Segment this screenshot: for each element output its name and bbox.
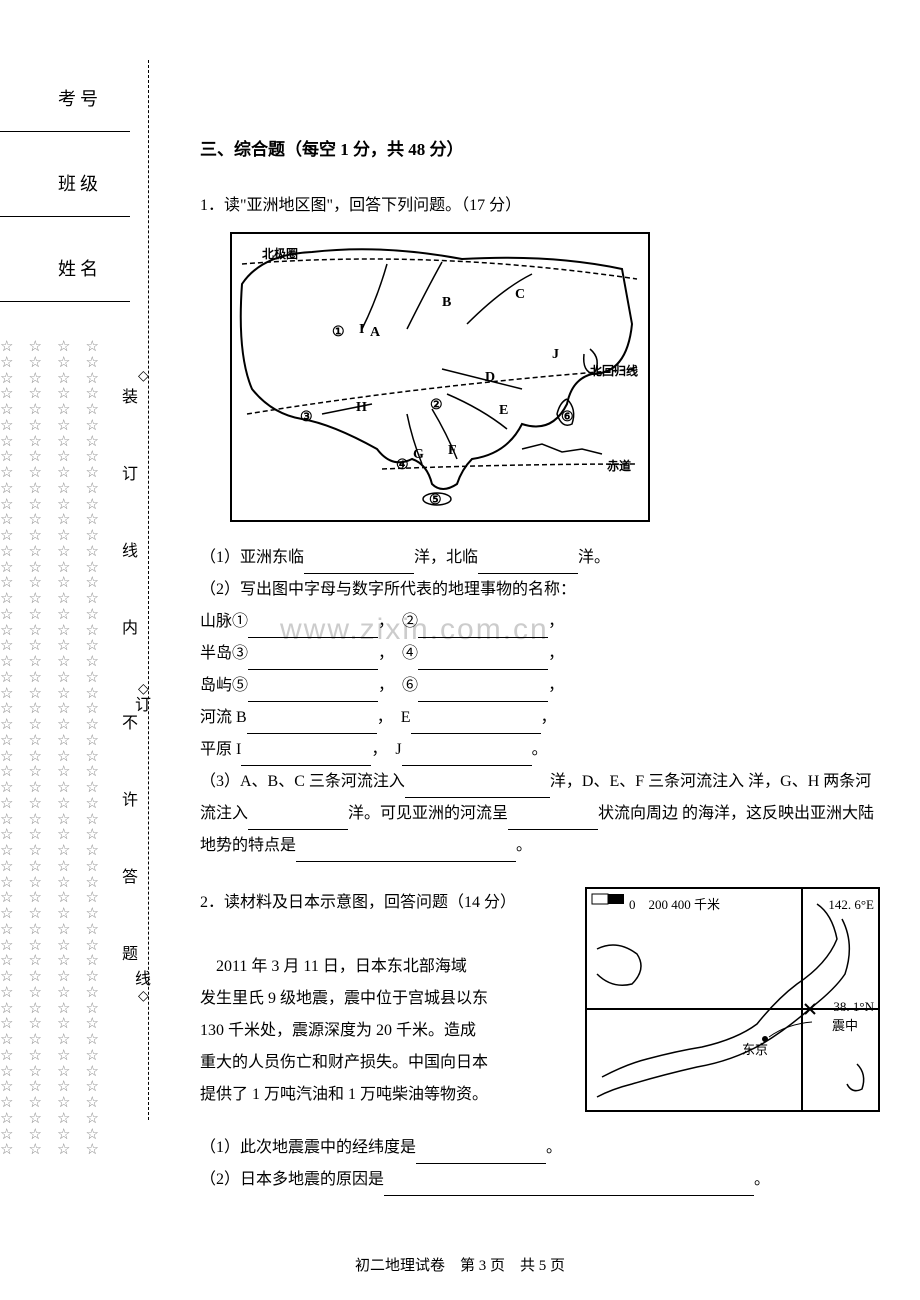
class-label: 班级 (40, 170, 120, 196)
map-J: J (552, 341, 559, 369)
q1-islands: 岛屿⑤， ⑥， (200, 670, 880, 702)
binding-diamond-bottom: ◇ (138, 988, 149, 1005)
map-B: B (442, 289, 451, 317)
blank[interactable] (478, 556, 578, 574)
japan-tokyo: 东京 (742, 1037, 768, 1063)
map-C: C (515, 281, 525, 309)
class-field: 班级 (40, 170, 120, 217)
blank[interactable] (248, 812, 348, 830)
binding-char-6: 不 (115, 714, 139, 748)
question-2: 0 200 400 千米 142. 6°E 38. 1°N 震中 东京 2．读材… (200, 887, 880, 1196)
q1-p2: （2）写出图中字母与数字所代表的地理事物的名称： (200, 574, 880, 606)
main-content: 三、综合题（每空 1 分，共 48 分） 1．读"亚洲地区图"，回答下列问题。（… (200, 135, 880, 1216)
blank[interactable] (296, 844, 516, 862)
name-line (0, 301, 130, 302)
binding-dashed-line (148, 60, 149, 1120)
japan-epicenter: 震中 (832, 1013, 858, 1039)
blank[interactable] (248, 620, 378, 638)
q2-p2: （2）日本多地震的原因是。 (200, 1164, 880, 1196)
map-F: F (448, 437, 457, 465)
star-decoration: ☆ ☆ ☆ ☆ ☆ ☆ ☆ ☆ ☆ ☆ ☆ ☆ ☆ ☆ ☆ ☆ ☆ ☆ ☆ ☆ … (0, 340, 110, 1190)
blank[interactable] (248, 652, 378, 670)
exam-number-line (0, 131, 130, 132)
map-tropic-label: 北回归线 (590, 359, 638, 383)
map-arctic-label: 北极圈 (262, 242, 298, 266)
binding-char-2: 订 (115, 465, 139, 499)
map-A: A (370, 319, 380, 347)
q1-intro: 1．读"亚洲地区图"，回答下列问题。（17 分） (200, 190, 880, 222)
binding-char-7: 许 (115, 791, 139, 825)
map-E: E (499, 397, 508, 425)
binding-char-3: 线 (115, 542, 139, 576)
map-D: D (485, 364, 495, 392)
exam-number-field: 考号 (40, 85, 120, 132)
binding-char-8: 答 (115, 868, 139, 902)
map-n2: ② (430, 392, 443, 420)
blank[interactable] (247, 716, 377, 734)
blank[interactable] (416, 1146, 546, 1164)
blank[interactable] (304, 556, 414, 574)
left-column: 考号 班级 姓名 ☆ ☆ ☆ ☆ ☆ ☆ ☆ ☆ ☆ ☆ ☆ ☆ ☆ ☆ ☆ ☆… (0, 0, 170, 1300)
q1-peninsulas: 半岛③， ④， (200, 638, 880, 670)
blank[interactable] (402, 748, 532, 766)
japan-lon: 142. 6°E (828, 892, 874, 918)
q1-mountains: 山脉①， ②， (200, 606, 880, 638)
name-field: 姓名 (40, 255, 120, 302)
japan-scale: 0 200 400 千米 (629, 892, 720, 918)
map-I: I (359, 316, 364, 344)
map-G: G (413, 441, 424, 469)
asia-map: 北极圈 北回归线 赤道 ① I A B C D E F G H J ② ③ ④ … (230, 232, 650, 522)
map-n1: ① (332, 319, 345, 347)
binding-diamond-top: ◇ (138, 368, 149, 385)
q1-rivers: 河流 B， E， (200, 702, 880, 734)
map-H: H (356, 394, 367, 422)
q1-p1: （1）亚洲东临洋，北临洋。 (200, 542, 880, 574)
map-equator-label: 赤道 (607, 454, 631, 478)
question-1: 1．读"亚洲地区图"，回答下列问题。（17 分） (200, 190, 880, 862)
blank[interactable] (384, 1178, 754, 1196)
blank[interactable] (241, 748, 371, 766)
binding-char-1: 装 (115, 388, 139, 422)
class-line (0, 216, 130, 217)
blank[interactable] (411, 716, 541, 734)
map-n5: ⑤ (429, 487, 442, 515)
q1-p3: （3）A、B、C 三条河流注入洋，D、E、F 三条河流注入 洋，G、H 两条河流… (200, 766, 880, 862)
name-label: 姓名 (40, 255, 120, 281)
asia-map-svg (232, 234, 648, 520)
blank[interactable] (508, 812, 598, 830)
exam-number-label: 考号 (40, 85, 120, 111)
section-title: 三、综合题（每空 1 分，共 48 分） (200, 135, 880, 160)
q2-p1: （1）此次地震震中的经纬度是。 (200, 1132, 880, 1164)
blank[interactable] (418, 620, 548, 638)
map-n4: ④ (396, 452, 409, 480)
blank[interactable] (405, 780, 550, 798)
blank[interactable] (418, 684, 548, 702)
binding-char-4: 内 (115, 619, 139, 653)
map-n3: ③ (300, 404, 313, 432)
page-footer: 初二地理试卷 第 3 页 共 5 页 (0, 1254, 920, 1275)
map-n6: ⑥ (561, 404, 574, 432)
q1-plains: 平原 I， J。 (200, 734, 880, 766)
blank[interactable] (248, 684, 378, 702)
japan-map: 0 200 400 千米 142. 6°E 38. 1°N 震中 东京 (585, 887, 880, 1112)
blank[interactable] (418, 652, 548, 670)
